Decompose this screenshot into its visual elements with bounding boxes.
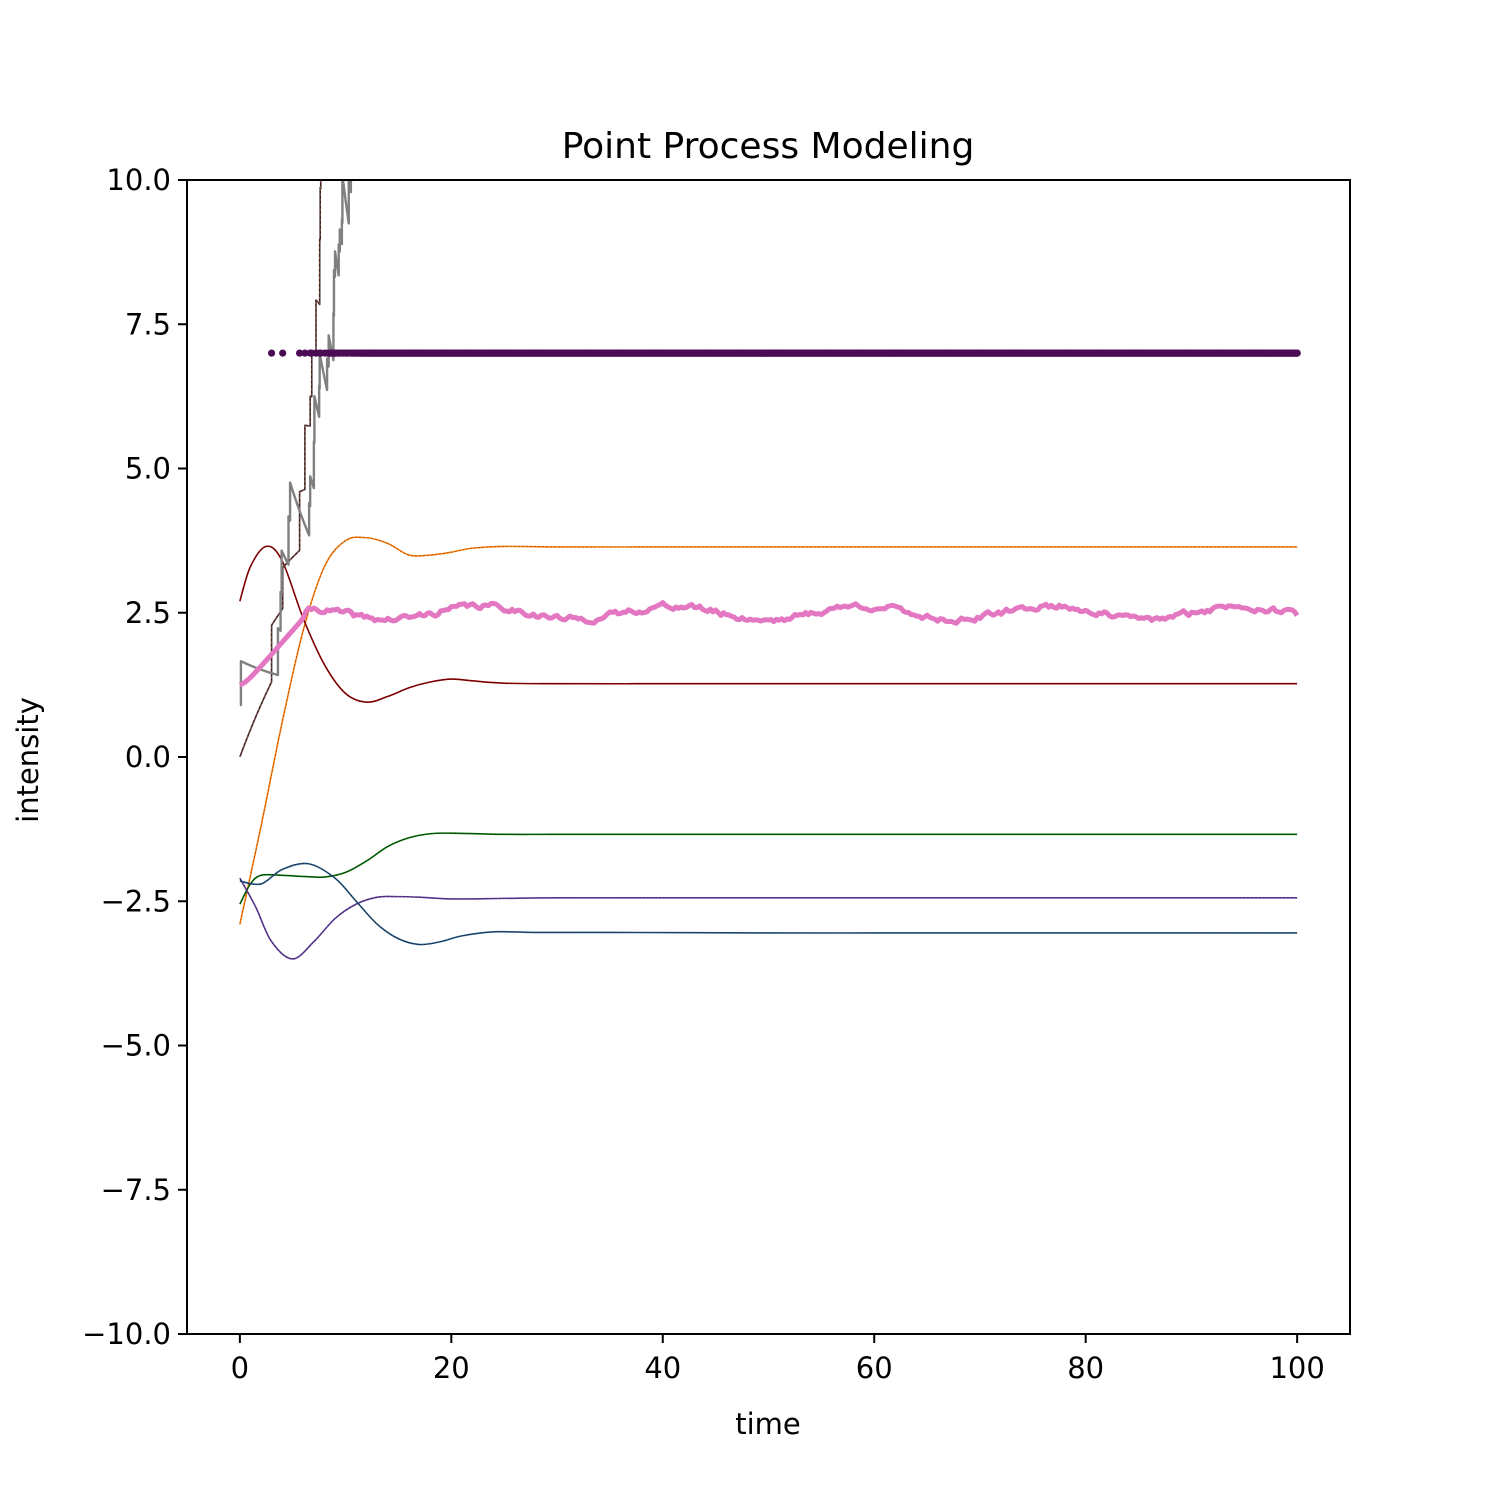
y-tick-label: 10.0 [106,163,171,197]
x-tick-label: 100 [1269,1351,1324,1385]
x-tick-label: 20 [433,1351,470,1385]
event-point [267,349,276,357]
series-average-7 [238,600,1300,688]
y-tick-label: −10.0 [82,1317,171,1351]
x-tick-label: 40 [644,1351,681,1385]
event-point [279,349,287,357]
y-tick-label: 5.0 [125,452,171,486]
event-point [296,349,304,357]
series-line-0-dotted [239,536,1298,925]
x-tick-label: 0 [231,1351,249,1385]
event-point [301,349,309,357]
series-line-3-dotted [239,878,1298,960]
x-axis-label: time [735,1407,801,1441]
event-point [1293,349,1301,357]
y-tick-label: −2.5 [101,884,171,918]
y-tick-label: 2.5 [125,596,171,630]
y-tick-label: 7.5 [125,307,171,341]
y-tick-label: −7.5 [101,1173,171,1207]
x-tick-label: 60 [856,1351,893,1385]
series-line-2-dotted [239,832,1298,905]
chart-title: Point Process Modeling [562,126,975,167]
y-axis-label: intensity [11,697,45,823]
y-tick-label: −5.0 [101,1029,171,1063]
y-tick-label: 0.0 [125,740,171,774]
x-tick-label: 80 [1067,1351,1104,1385]
series-line-4-dotted [239,863,1298,945]
series-line-1-dotted [239,545,1298,703]
